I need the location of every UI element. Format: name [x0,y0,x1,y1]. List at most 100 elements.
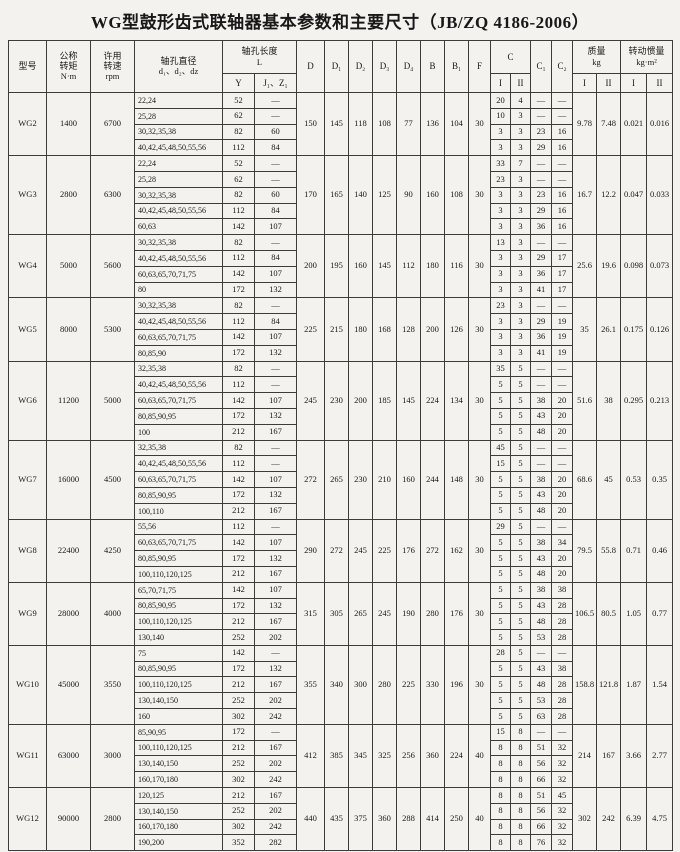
c-ii-cell: 5 [510,439,532,457]
length-jz-cell: 167 [253,676,298,694]
coupling-parameters-table: 型号 公称 转矩 N·m 许用 转速 rpm 轴孔直径 d₁、d₂、dz 轴孔长度 L … [8,40,674,852]
inertia-ii-cell: 0.77 [646,581,674,646]
c-i-cell: 5 [490,676,512,694]
mass-i-cell: 51.6 [572,360,598,441]
c2-cell: 16 [551,202,574,220]
inertia-ii-cell: 0.073 [646,234,674,299]
length-y-cell: 82 [222,186,255,204]
length-jz-cell: — [253,107,298,125]
table-row: 25,28 62—23 3— — [9,170,673,188]
table-row: 60,63,65,70,71,75 142 107 5 5 38 34 [9,534,673,552]
c2-cell: 17 [551,265,574,283]
c-ii-cell: 5 [510,581,532,599]
header-inertia-ii: II [646,73,674,93]
length-jz-cell: 167 [253,502,298,520]
c2-cell: — [551,439,574,457]
table-row: WG4 5000 5600 30,32,35,38 82—200 195 160 145 112… [8,234,674,299]
length-y-cell: 82 [222,123,255,141]
c1-cell: 43 [530,550,553,567]
inertia-i-cell: 0.047 [620,155,648,236]
dim-d4-cell: 112 [396,234,422,299]
speed-cell: 5000 [90,360,135,441]
length-jz-cell: 202 [253,692,298,710]
torque-cell: 28000 [46,581,91,646]
dim-d1-cell: 265 [324,439,350,520]
table-row: 60,63,65,70,71,75 142 107 5 5 38 20 [9,471,673,488]
c-ii-cell: 3 [510,328,532,346]
c1-cell: — [530,518,553,536]
dim-d1-cell: 145 [324,91,350,157]
c2-cell: 16 [551,123,574,141]
c2-cell: 20 [551,502,574,520]
c2-cell: 32 [551,818,574,836]
c-ii-cell: 5 [510,360,532,378]
length-jz-cell: — [253,92,298,109]
length-jz-cell: — [253,155,298,172]
length-y-cell: 252 [222,692,255,710]
inertia-ii-cell: 0.033 [646,155,674,236]
header-c: C [490,40,532,74]
bore-diameter-cell: 40,42,45,48,50,55,56 [134,313,223,330]
c-ii-cell: 5 [510,550,532,567]
c2-cell: 45 [551,787,574,804]
c-i-cell: 23 [490,170,512,188]
table-row: 190,200 352 282 8 8 76 32 [9,834,673,852]
c1-cell: 23 [530,186,553,204]
c1-cell: — [530,234,553,251]
length-y-cell: 112 [222,313,255,330]
length-y-cell: 62 [222,107,255,125]
c-i-cell: 5 [490,423,512,441]
dim-d-cell: 225 [296,297,326,362]
bore-diameter-cell: 160,170,180 [134,818,223,836]
table-row: 40,42,45,48,50,55,56 112 84 3 3 29 16 [9,139,673,157]
table-row: WG11 63000 3000 85,90,95 172—412 385 345 325 256… [8,723,674,789]
c1-cell: 48 [530,613,553,631]
c-ii-cell: 5 [510,423,532,441]
table-row: 160,170,180 302 242 8 8 66 32 [9,771,673,789]
dim-b-cell: 244 [420,439,446,520]
c-ii-cell: 5 [510,613,532,631]
bore-diameter-cell: 60,63,65,70,71,75 [134,392,223,409]
length-jz-cell: — [253,297,298,315]
length-y-cell: 142 [222,534,255,552]
header-dim-B: B [420,40,446,93]
c-i-cell: 3 [490,344,512,362]
inertia-i-cell: 1.87 [620,644,648,725]
header-length-jz: J₁、Z₁ [253,73,298,93]
length-jz-cell: 60 [253,186,298,204]
length-jz-cell: 107 [253,328,298,346]
c2-cell: 32 [551,771,574,789]
dim-d1-cell: 435 [324,787,350,852]
length-jz-cell: 107 [253,471,298,488]
table-row: 100,110,120,125 212 167 5 5 48 28 [9,676,673,694]
speed-cell: 5300 [90,297,135,362]
c-i-cell: 5 [490,502,512,520]
table-row: 130,140,150 252 202 8 8 56 32 [9,755,673,773]
table-row: WG12 90000 2800 120,125 212 167 440 435 375 360 28… [8,787,674,852]
inertia-ii-cell: 2.77 [646,723,674,789]
table-row: 80,85,90 172 132 3 3 41 19 [9,344,673,362]
bore-diameter-cell: 130,140,150 [134,692,223,710]
dim-d-cell: 245 [296,360,326,441]
dim-b1-cell: 108 [444,155,470,236]
c2-cell: — [551,376,574,394]
c-ii-cell: 3 [510,281,532,299]
c-ii-cell: 5 [510,676,532,694]
c2-cell: — [551,723,574,741]
c-i-cell: 8 [490,771,512,789]
table-row: 130,140 252 202 5 5 53 28 [9,629,673,646]
c2-cell: 20 [551,423,574,441]
table-row: 100,110,120,125 212 167 5 5 48 20 [9,565,673,583]
c-ii-cell: 5 [510,660,532,678]
c1-cell: 29 [530,249,553,267]
c1-cell: 53 [530,692,553,710]
model-cell: WG11 [8,723,47,789]
inertia-ii-cell: 1.54 [646,644,674,725]
c1-cell: — [530,644,553,662]
c-ii-cell: 8 [510,787,532,804]
dim-f-cell: 40 [468,787,492,852]
dim-b-cell: 224 [420,360,446,441]
dim-d-cell: 272 [296,439,326,520]
c1-cell: 23 [530,123,553,141]
